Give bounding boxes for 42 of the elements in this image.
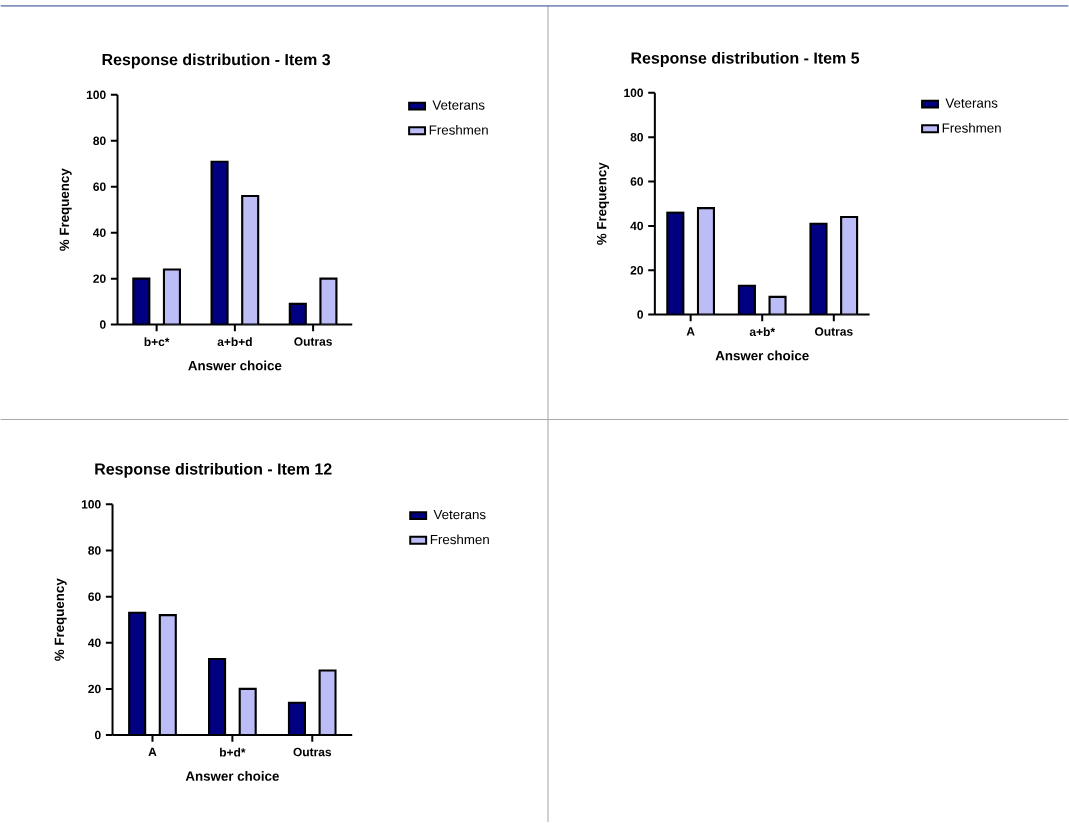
y-axis-title: % Frequency (54, 578, 67, 662)
y-tick-label: 20 (93, 274, 106, 284)
y-tick-label: 0 (94, 731, 101, 740)
y-tick-label: 60 (93, 182, 106, 192)
y-tick-label: 100 (86, 90, 106, 100)
y-tick-label: 0 (637, 310, 644, 320)
x-tick-label: Outras (814, 327, 853, 337)
x-tick-label: Outras (294, 337, 332, 347)
x-tick-label: a+b+d (217, 337, 252, 347)
y-tick-label: 60 (88, 592, 101, 602)
x-tick-label: b+c* (144, 337, 170, 347)
chart-title: Response distribution - Item 5 (631, 52, 860, 68)
x-axis-title: Answer choice (185, 771, 279, 782)
x-tick-label: A (148, 748, 157, 757)
y-tick-label: 20 (88, 684, 101, 694)
legend-label: Veterans (945, 98, 998, 108)
y-tick-label: 60 (630, 177, 644, 187)
legend-label: Veterans (432, 100, 485, 110)
y-tick-label: 80 (630, 133, 644, 142)
legend-label: Freshmen (942, 123, 1001, 133)
y-tick-label: 40 (93, 228, 106, 238)
y-axis-title: % Frequency (596, 162, 610, 246)
y-tick-label: 40 (88, 638, 101, 648)
legend-label: Freshmen (430, 534, 489, 545)
x-tick-label: b+d* (220, 748, 246, 757)
y-tick-label: 80 (88, 546, 101, 556)
y-tick-label: 100 (624, 88, 644, 98)
y-tick-label: 0 (99, 320, 106, 330)
y-tick-label: 80 (93, 136, 106, 146)
chart-title: Response distribution - Item 12 (95, 463, 332, 479)
y-tick-label: 20 (630, 266, 644, 275)
x-tick-label: a+b* (749, 327, 776, 337)
legend-label: Veterans (433, 510, 486, 520)
y-axis-title: % Frequency (59, 168, 72, 252)
x-axis-title: Answer choice (188, 360, 282, 371)
y-tick-label: 40 (630, 221, 644, 231)
x-tick-label: A (686, 327, 695, 336)
x-tick-label: Outras (293, 748, 332, 757)
x-axis-title: Answer choice (715, 350, 809, 361)
y-tick-label: 100 (81, 500, 101, 509)
legend-label: Freshmen (429, 125, 488, 135)
chart-title: Response distribution - Item 3 (102, 53, 331, 69)
